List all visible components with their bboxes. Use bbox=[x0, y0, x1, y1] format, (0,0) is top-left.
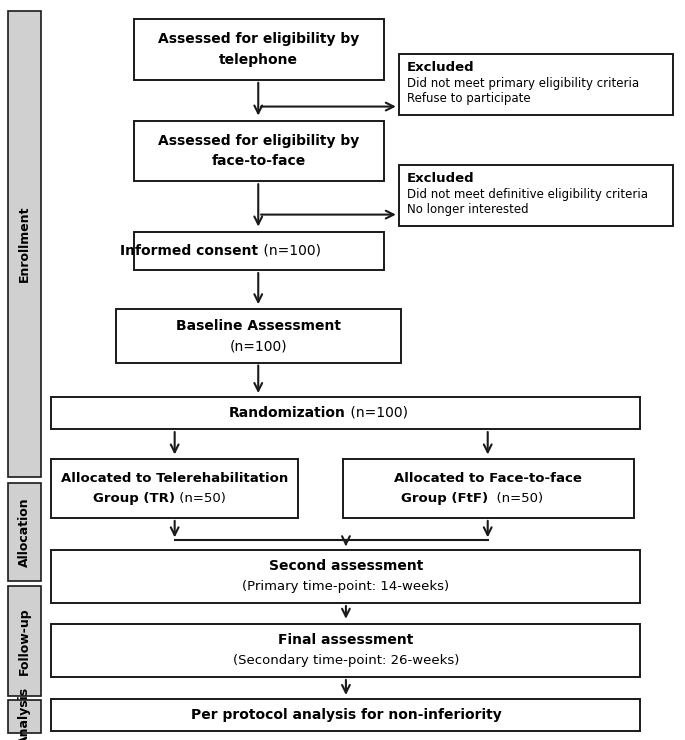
Bar bbox=[399, 165, 673, 226]
Text: (n=100): (n=100) bbox=[346, 406, 408, 420]
Text: (n=100): (n=100) bbox=[229, 340, 288, 353]
Text: (n=100): (n=100) bbox=[258, 244, 321, 258]
Bar bbox=[51, 699, 640, 731]
Text: (Secondary time-point: 26-weeks): (Secondary time-point: 26-weeks) bbox=[233, 654, 459, 667]
Text: Allocation: Allocation bbox=[18, 497, 31, 567]
Text: Did not meet definitive eligibility criteria: Did not meet definitive eligibility crit… bbox=[407, 188, 648, 201]
Bar bbox=[51, 550, 640, 603]
Bar bbox=[8, 11, 41, 477]
Text: face-to-face: face-to-face bbox=[212, 155, 306, 168]
Text: Per protocol analysis for non-inferiority: Per protocol analysis for non-inferiorit… bbox=[190, 708, 501, 722]
Text: Baseline Assessment: Baseline Assessment bbox=[176, 319, 341, 332]
Text: No longer interested: No longer interested bbox=[407, 203, 529, 216]
Bar bbox=[134, 232, 384, 270]
Bar bbox=[8, 586, 41, 696]
Text: Allocated to Telerehabilitation: Allocated to Telerehabilitation bbox=[61, 471, 288, 485]
Text: (Primary time-point: 14-weeks): (Primary time-point: 14-weeks) bbox=[242, 580, 449, 593]
Bar bbox=[51, 624, 640, 677]
Bar bbox=[51, 459, 298, 518]
Bar bbox=[8, 700, 41, 733]
Text: Second assessment: Second assessment bbox=[269, 559, 423, 573]
Text: Enrollment: Enrollment bbox=[18, 206, 31, 283]
Bar bbox=[51, 397, 640, 429]
Bar bbox=[8, 483, 41, 581]
Text: (n=50): (n=50) bbox=[488, 492, 543, 505]
Text: Did not meet primary eligibility criteria: Did not meet primary eligibility criteri… bbox=[407, 77, 639, 90]
Text: Excluded: Excluded bbox=[407, 61, 475, 74]
Text: Randomization: Randomization bbox=[229, 406, 346, 420]
Text: Informed consent: Informed consent bbox=[121, 244, 258, 258]
Text: Excluded: Excluded bbox=[407, 172, 475, 185]
Bar bbox=[134, 121, 384, 181]
Text: Refuse to participate: Refuse to participate bbox=[407, 92, 530, 105]
Text: Allocated to Face-to-face: Allocated to Face-to-face bbox=[394, 471, 582, 485]
Text: Assessed for eligibility by: Assessed for eligibility by bbox=[158, 33, 359, 46]
Text: Final assessment: Final assessment bbox=[278, 633, 414, 647]
Bar bbox=[134, 19, 384, 80]
Text: Assessed for eligibility by: Assessed for eligibility by bbox=[158, 134, 359, 147]
Bar bbox=[399, 54, 673, 115]
Text: Group (FtF): Group (FtF) bbox=[401, 492, 488, 505]
Text: Group (TR): Group (TR) bbox=[92, 492, 175, 505]
Text: (n=50): (n=50) bbox=[175, 492, 225, 505]
Text: telephone: telephone bbox=[219, 53, 298, 67]
Text: Follow-up: Follow-up bbox=[18, 607, 31, 675]
Text: Analysis: Analysis bbox=[18, 687, 31, 740]
Bar bbox=[116, 309, 401, 363]
Bar bbox=[342, 459, 634, 518]
